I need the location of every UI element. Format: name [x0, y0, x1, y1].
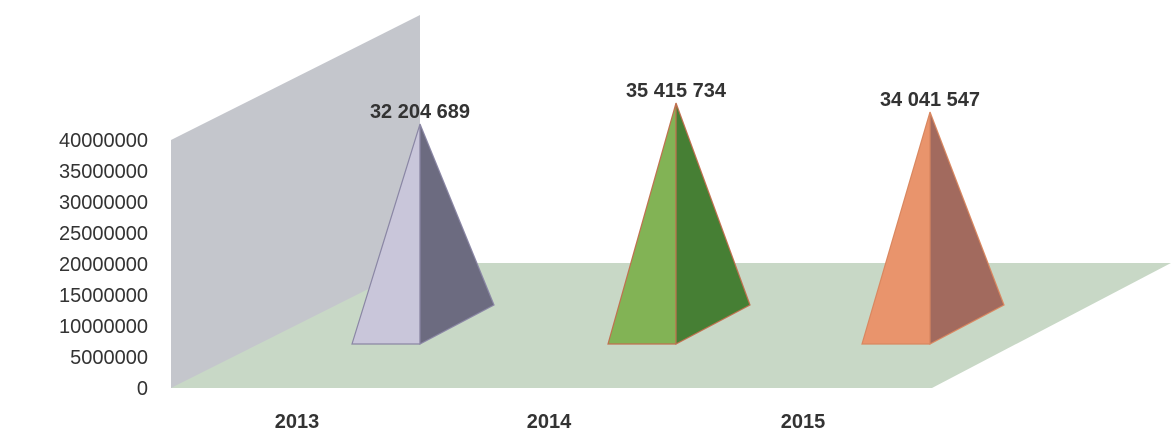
data-series: [351, 102, 1005, 345]
x-axis: 2013 2014 2015: [275, 411, 826, 433]
y-tick-label: 15000000: [59, 285, 148, 307]
y-tick-label: 5000000: [70, 347, 148, 369]
pyramid-left-face: [861, 111, 931, 345]
pyramid-right-face: [929, 111, 1005, 345]
y-axis: 0 5000000 10000000 15000000 20000000 25000000…: [59, 130, 148, 400]
y-tick-label: 10000000: [59, 316, 148, 338]
x-tick-label: 2013: [275, 411, 320, 433]
y-tick-label: 35000000: [59, 161, 148, 183]
y-tick-label: 30000000: [59, 192, 148, 214]
data-label: 35 415 734: [626, 80, 727, 102]
pyramid-bar: [351, 123, 495, 345]
x-tick-label: 2014: [527, 411, 572, 433]
y-tick-label: 25000000: [59, 223, 148, 245]
data-label: 32 204 689: [370, 101, 470, 123]
data-label: 34 041 547: [880, 89, 980, 111]
pyramid-bar: [607, 102, 751, 345]
pyramid-bar: [861, 111, 1005, 345]
data-labels: 32 204 689 35 415 734 34 041 547: [370, 80, 980, 123]
pyramid-left-face: [607, 102, 677, 345]
pyramid-right-face: [675, 102, 751, 345]
y-tick-label: 20000000: [59, 254, 148, 276]
y-tick-label: 0: [137, 378, 148, 400]
x-tick-label: 2015: [781, 411, 826, 433]
y-tick-label: 40000000: [59, 130, 148, 152]
pyramid-right-face: [419, 123, 495, 345]
